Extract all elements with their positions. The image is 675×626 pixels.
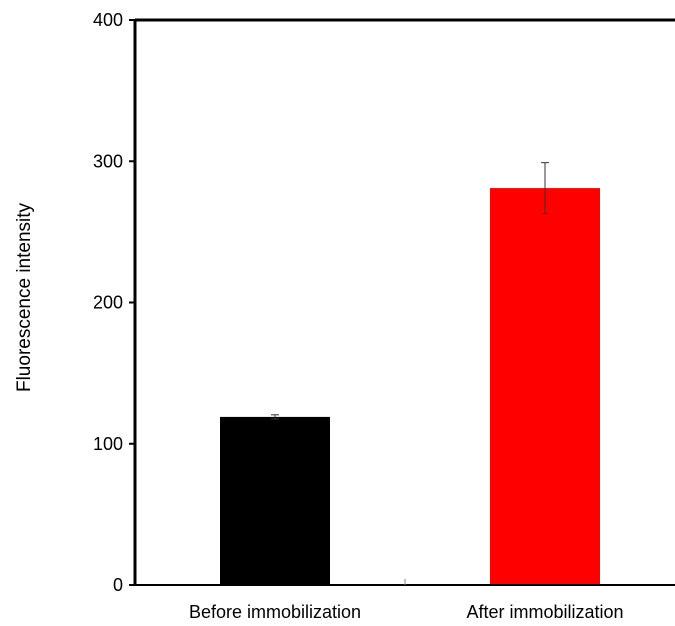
y-tick-label: 300 [93, 151, 123, 171]
bar-after-immobilization [490, 188, 600, 585]
y-tick-label: 100 [93, 434, 123, 454]
y-tick-label: 200 [93, 293, 123, 313]
y-axis-title: Fluorescence intensity [14, 202, 35, 392]
bar-before-immobilization [220, 416, 330, 585]
error-bar [271, 414, 279, 420]
y-ticks-layer: 0 100 200 300 400 [93, 10, 135, 595]
y-tick-label: 400 [93, 10, 123, 30]
error-bar [541, 162, 549, 215]
y-tick-label: 0 [113, 575, 123, 595]
x-category-label: After immobilization [466, 602, 623, 622]
x-labels-layer: Before immobilization After immobilizatio… [189, 602, 624, 622]
error-bars-layer [271, 162, 549, 420]
bars-layer [220, 188, 600, 585]
x-category-label: Before immobilization [189, 602, 361, 622]
